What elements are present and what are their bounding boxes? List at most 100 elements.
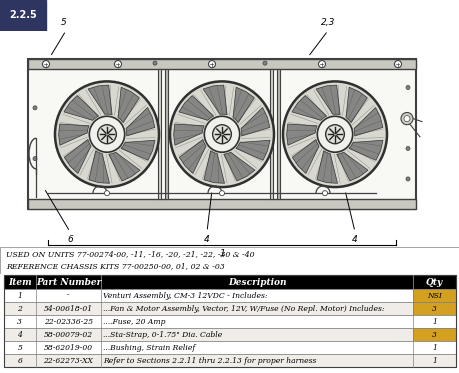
Circle shape bbox=[405, 85, 409, 90]
Text: Refer to Sections 2.2.11 thru 2.2.13 for proper harness: Refer to Sections 2.2.11 thru 2.2.13 for… bbox=[103, 357, 316, 364]
Text: CONDENSER, CM-3  SLIM LINE MCHX, VENTURI ASSEMBLY (12V) COMMON PARTS: OPTION 1: CONDENSER, CM-3 SLIM LINE MCHX, VENTURI … bbox=[52, 11, 459, 20]
Text: Item: Item bbox=[8, 278, 32, 286]
Circle shape bbox=[322, 191, 327, 196]
Text: Description: Description bbox=[227, 278, 286, 286]
Bar bbox=[0, 0, 46, 31]
Polygon shape bbox=[179, 95, 213, 120]
Text: ...Fan & Motor Assembly, Vector, 12V, W/Fuse (No Repl. Motor) Includes:: ...Fan & Motor Assembly, Vector, 12V, W/… bbox=[103, 304, 384, 313]
Text: 5: 5 bbox=[61, 18, 67, 26]
Text: 1: 1 bbox=[431, 357, 436, 364]
Circle shape bbox=[394, 60, 401, 68]
Circle shape bbox=[400, 113, 412, 125]
Text: 1: 1 bbox=[431, 317, 436, 326]
Circle shape bbox=[153, 61, 157, 65]
Polygon shape bbox=[179, 140, 206, 173]
Polygon shape bbox=[316, 151, 337, 183]
Polygon shape bbox=[118, 87, 139, 123]
Text: ....Fuse, 20 Amp: ....Fuse, 20 Amp bbox=[103, 317, 165, 326]
Text: 1: 1 bbox=[431, 344, 436, 351]
Bar bbox=[276, 69, 280, 199]
Polygon shape bbox=[223, 152, 254, 181]
Bar bbox=[4, 328, 455, 341]
Polygon shape bbox=[291, 140, 319, 173]
Text: 58-00079-02: 58-00079-02 bbox=[44, 330, 93, 339]
Bar bbox=[4, 341, 455, 354]
Polygon shape bbox=[64, 140, 91, 173]
Polygon shape bbox=[336, 152, 367, 181]
Circle shape bbox=[33, 157, 37, 161]
Circle shape bbox=[405, 116, 409, 120]
Bar bbox=[4, 302, 455, 315]
Circle shape bbox=[114, 60, 121, 68]
Bar bbox=[28, 59, 415, 69]
Circle shape bbox=[325, 125, 344, 144]
Circle shape bbox=[170, 81, 274, 187]
Text: ...Bushing, Strain Relief: ...Bushing, Strain Relief bbox=[103, 344, 195, 351]
Text: 6: 6 bbox=[17, 357, 22, 364]
Text: 3: 3 bbox=[431, 330, 436, 339]
Circle shape bbox=[405, 177, 409, 181]
Text: 2: 2 bbox=[17, 304, 22, 313]
Text: 4: 4 bbox=[351, 235, 357, 244]
Circle shape bbox=[403, 116, 409, 122]
Polygon shape bbox=[348, 140, 382, 160]
Circle shape bbox=[208, 60, 215, 68]
Polygon shape bbox=[58, 124, 89, 145]
Polygon shape bbox=[286, 124, 316, 145]
Text: Qty: Qty bbox=[425, 278, 442, 286]
Text: REFERENCE CHASSIS KITS 77-00250-00, 01, 02 & -03: REFERENCE CHASSIS KITS 77-00250-00, 01, … bbox=[6, 262, 224, 270]
Circle shape bbox=[282, 81, 386, 187]
Circle shape bbox=[204, 116, 239, 152]
Circle shape bbox=[33, 106, 37, 110]
Text: 58-62019-00: 58-62019-00 bbox=[44, 344, 93, 351]
Bar bbox=[269, 69, 272, 199]
Text: 5: 5 bbox=[17, 344, 22, 351]
Text: USED ON UNITS 77-00274-00, -11, -16, -20, -21, -22, -30 & -40: USED ON UNITS 77-00274-00, -11, -16, -20… bbox=[6, 250, 254, 258]
Text: 2.2.5: 2.2.5 bbox=[9, 10, 37, 20]
Circle shape bbox=[263, 61, 266, 65]
Bar bbox=[28, 199, 415, 209]
Polygon shape bbox=[173, 124, 204, 145]
Text: 54-00618-01: 54-00618-01 bbox=[44, 304, 93, 313]
Text: -: - bbox=[67, 292, 70, 300]
Text: 3: 3 bbox=[17, 317, 22, 326]
Polygon shape bbox=[353, 107, 382, 136]
Circle shape bbox=[405, 147, 409, 150]
Bar bbox=[412, 328, 455, 341]
Bar bbox=[4, 275, 455, 289]
Polygon shape bbox=[64, 95, 98, 120]
Circle shape bbox=[317, 116, 352, 152]
Polygon shape bbox=[315, 85, 339, 115]
Polygon shape bbox=[88, 85, 112, 115]
Polygon shape bbox=[203, 85, 227, 115]
Text: 1: 1 bbox=[17, 292, 22, 300]
Bar bbox=[4, 354, 455, 367]
Polygon shape bbox=[241, 107, 269, 136]
Text: ...Sta-Strap, 0-1.75" Dia. Cable: ...Sta-Strap, 0-1.75" Dia. Cable bbox=[103, 330, 222, 339]
Bar bbox=[412, 289, 455, 302]
Circle shape bbox=[97, 125, 116, 144]
Bar bbox=[412, 302, 455, 315]
Text: 22-62273-XX: 22-62273-XX bbox=[44, 357, 93, 364]
Text: Venturi Assembly, CM-3 12VDC - Includes:: Venturi Assembly, CM-3 12VDC - Includes: bbox=[103, 292, 267, 300]
Polygon shape bbox=[89, 151, 109, 183]
Polygon shape bbox=[235, 140, 269, 160]
Polygon shape bbox=[345, 87, 367, 123]
Bar bbox=[157, 69, 161, 199]
Bar bbox=[4, 289, 455, 302]
Text: 1: 1 bbox=[218, 249, 224, 258]
Text: 2,3: 2,3 bbox=[320, 18, 335, 26]
Circle shape bbox=[42, 60, 50, 68]
Circle shape bbox=[219, 191, 224, 196]
Polygon shape bbox=[126, 107, 155, 136]
Circle shape bbox=[89, 116, 124, 152]
Polygon shape bbox=[203, 151, 224, 183]
Polygon shape bbox=[291, 95, 326, 120]
Polygon shape bbox=[233, 87, 254, 123]
Polygon shape bbox=[121, 140, 155, 160]
Text: 6: 6 bbox=[67, 235, 73, 244]
Circle shape bbox=[55, 81, 159, 187]
Text: NSI: NSI bbox=[426, 292, 441, 300]
Bar bbox=[165, 69, 168, 199]
Circle shape bbox=[318, 60, 325, 68]
